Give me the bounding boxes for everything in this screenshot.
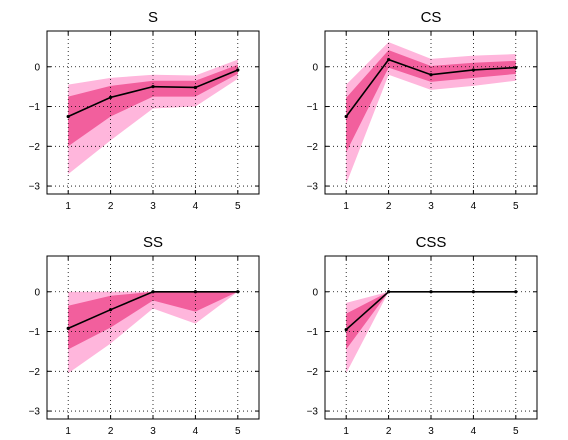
- outer-confidence-band: [346, 291, 516, 374]
- y-tick-label: −1: [29, 327, 41, 338]
- y-tick-label: −3: [307, 407, 319, 418]
- data-point: [66, 326, 70, 330]
- data-point: [429, 73, 433, 77]
- x-tick-label: 3: [428, 201, 434, 212]
- data-point: [429, 290, 433, 294]
- x-tick-label: 2: [108, 201, 114, 212]
- y-tick-label: −1: [29, 102, 41, 113]
- x-tick-label: 3: [150, 201, 156, 212]
- x-tick-label: 5: [235, 201, 241, 212]
- chart-title: CS: [421, 9, 442, 26]
- y-tick-label: −1: [307, 327, 319, 338]
- x-tick-label: 4: [471, 426, 477, 437]
- data-point: [193, 85, 197, 90]
- x-tick-label: 1: [343, 201, 349, 212]
- y-tick-label: 0: [34, 287, 40, 298]
- x-tick-label: 4: [193, 426, 199, 437]
- chart-title: CSS: [416, 234, 447, 251]
- chart-title: S: [148, 9, 158, 26]
- data-point: [344, 114, 348, 119]
- x-tick-label: 3: [150, 426, 156, 437]
- y-tick-label: 0: [34, 62, 40, 73]
- y-tick-label: −3: [29, 407, 41, 418]
- chart-title: SS: [143, 234, 163, 251]
- data-point: [344, 327, 348, 332]
- x-tick-label: 1: [343, 426, 349, 437]
- y-tick-label: −3: [307, 182, 319, 193]
- inner-confidence-band: [68, 291, 238, 350]
- x-tick-label: 5: [513, 426, 519, 437]
- x-tick-label: 4: [193, 201, 199, 212]
- data-point: [109, 308, 113, 312]
- data-point: [387, 58, 391, 62]
- x-tick-label: 2: [386, 426, 392, 437]
- y-tick-label: −3: [29, 182, 41, 193]
- x-tick-label: 1: [65, 201, 71, 212]
- y-tick-label: −2: [29, 142, 41, 153]
- x-tick-label: 5: [235, 426, 241, 437]
- chart-panel: CSS 1 2 3 4 5 0 −1 −2 −3: [307, 234, 538, 437]
- data-point: [514, 290, 518, 294]
- data-point: [151, 290, 155, 294]
- data-point: [236, 290, 240, 294]
- y-tick-label: −2: [307, 367, 319, 378]
- x-tick-label: 3: [428, 426, 434, 437]
- x-tick-label: 2: [386, 201, 392, 212]
- data-point: [471, 68, 475, 72]
- y-tick-label: 0: [312, 62, 318, 73]
- y-tick-label: 0: [312, 287, 318, 298]
- x-tick-label: 2: [108, 426, 114, 437]
- data-point: [151, 85, 155, 89]
- data-point: [514, 65, 518, 70]
- data-point: [66, 114, 70, 119]
- chart-panel: CS 1 2 3 4 5 0 −1 −2 −3: [307, 9, 538, 212]
- y-tick-label: −2: [307, 142, 319, 153]
- chart-panel: S 1 2 3 4 5 0 −1 −2 −3: [29, 9, 260, 212]
- y-tick-label: −1: [307, 102, 319, 113]
- y-tick-label: −2: [29, 367, 41, 378]
- data-point: [471, 290, 475, 294]
- x-tick-label: 1: [65, 426, 71, 437]
- data-point: [236, 68, 240, 72]
- x-tick-label: 4: [471, 201, 477, 212]
- chart-panels: S 1 2 3 4 5 0 −1 −2 −3 CS 1 2 3 4 5 0 −1 −2 −3 SS 1 2 3 4 5 0 −1 −2 −…: [29, 9, 538, 437]
- data-point: [109, 95, 113, 99]
- chart-panel: SS 1 2 3 4 5 0 −1 −2 −3: [29, 234, 260, 437]
- data-point: [387, 290, 391, 294]
- data-point: [193, 290, 197, 294]
- x-tick-label: 5: [513, 201, 519, 212]
- inner-confidence-band: [68, 64, 238, 147]
